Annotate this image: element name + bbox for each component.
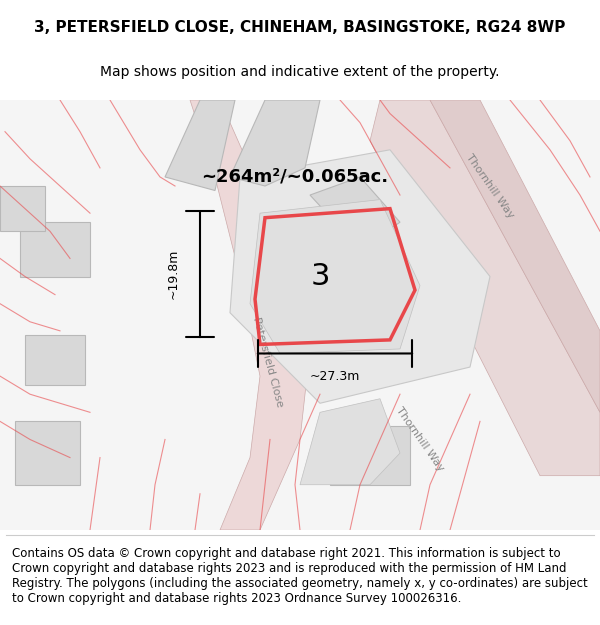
Polygon shape — [310, 177, 400, 249]
Polygon shape — [250, 199, 420, 354]
Bar — [20, 222, 90, 276]
Polygon shape — [190, 100, 310, 530]
Text: 3: 3 — [310, 262, 330, 291]
Polygon shape — [230, 150, 490, 403]
Polygon shape — [300, 399, 400, 485]
Text: ~264m²/~0.065ac.: ~264m²/~0.065ac. — [202, 168, 389, 186]
Polygon shape — [230, 100, 320, 186]
Polygon shape — [165, 100, 235, 191]
Text: Contains OS data © Crown copyright and database right 2021. This information is : Contains OS data © Crown copyright and d… — [12, 547, 588, 605]
Text: Thornhill Way: Thornhill Way — [464, 152, 516, 220]
Text: ~19.8m: ~19.8m — [167, 249, 180, 299]
Text: 3, PETERSFIELD CLOSE, CHINEHAM, BASINGSTOKE, RG24 8WP: 3, PETERSFIELD CLOSE, CHINEHAM, BASINGST… — [34, 21, 566, 36]
Text: Petersfield Close: Petersfield Close — [251, 316, 285, 409]
Bar — [25, 336, 85, 385]
Bar — [0, 186, 45, 231]
Polygon shape — [430, 100, 600, 412]
Bar — [15, 421, 80, 485]
Text: ~27.3m: ~27.3m — [310, 369, 360, 382]
Text: Thornhill Way: Thornhill Way — [394, 406, 446, 473]
Text: Map shows position and indicative extent of the property.: Map shows position and indicative extent… — [100, 65, 500, 79]
Polygon shape — [370, 100, 600, 476]
Bar — [330, 426, 410, 485]
